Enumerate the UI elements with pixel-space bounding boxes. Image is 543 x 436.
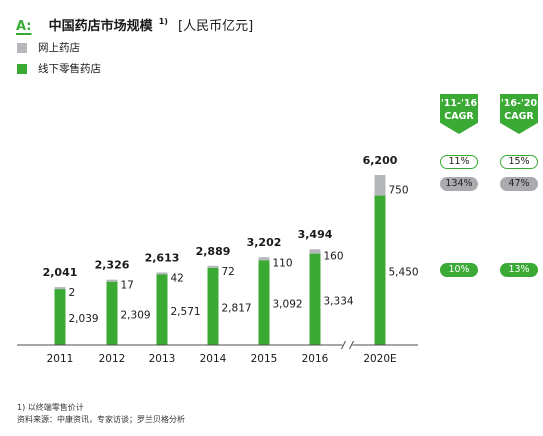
cagr-total-pill: 11%: [440, 155, 478, 169]
online-value-label: 17: [121, 280, 134, 292]
source-note: 资料来源：中康资讯，专家访谈；罗兰贝格分析: [17, 415, 185, 424]
offline-bar-2015: [258, 260, 270, 345]
offline-bar-2014: [207, 267, 219, 345]
x-axis-tick-label: 2020E: [363, 353, 396, 365]
offline-value-label: 5,450: [389, 266, 419, 278]
cagr-period: '11-'16: [440, 98, 478, 109]
legend-label-online: 网上药店: [38, 42, 80, 54]
axis-break-mark: [349, 340, 354, 350]
offline-bar-2013: [156, 274, 168, 345]
cagr-online-pill: 134%: [440, 177, 478, 191]
cagr-header-2011-2016: '11-'16 CAGR: [440, 94, 478, 134]
total-value-label: 3,494: [298, 228, 333, 241]
footnotes: 1) 以终端零售价计 资料来源：中康资讯，专家访谈；罗兰贝格分析: [17, 402, 185, 426]
legend: 网上药店 线下零售药店: [17, 42, 101, 84]
x-axis-tick-label: 2015: [251, 353, 278, 365]
offline-bar-2020e: [374, 195, 386, 345]
total-value-label: 2,889: [196, 245, 231, 258]
total-value-label: 3,202: [247, 236, 282, 249]
legend-item-offline: 线下零售药店: [17, 63, 101, 75]
panel-label: A:: [16, 19, 32, 34]
x-axis-tick-label: 2014: [200, 353, 227, 365]
total-value-label: 6,200: [363, 154, 398, 167]
online-bar-2014: [207, 265, 219, 268]
cagr-label: CAGR: [504, 111, 534, 122]
online-bar-2015: [258, 257, 270, 261]
x-axis-tick-label: 2012: [99, 353, 126, 365]
online-value-label: 160: [324, 250, 344, 262]
online-value-label: 110: [273, 258, 293, 270]
online-value-label: 42: [171, 273, 184, 285]
x-axis-tick-label: 2011: [47, 353, 74, 365]
offline-value-label: 2,039: [69, 313, 99, 325]
offline-value-label: 2,571: [171, 306, 201, 318]
offline-value-label: 2,309: [121, 309, 151, 321]
legend-item-online: 网上药店: [17, 42, 101, 54]
x-axis-tick-label: 2016: [302, 353, 329, 365]
cagr-total-pill: 15%: [500, 155, 538, 169]
cagr-offline-pill: 13%: [500, 263, 538, 277]
offline-value-label: 2,817: [222, 302, 252, 314]
offline-bar-2011: [54, 289, 66, 345]
legend-label-offline: 线下零售药店: [38, 63, 101, 75]
offline-bar-2016: [309, 253, 321, 345]
online-bar-2013: [156, 272, 168, 275]
unit-label: [人民币亿元]: [178, 19, 254, 34]
x-axis-tick-label: 2013: [149, 353, 176, 365]
total-value-label: 2,326: [95, 259, 130, 272]
chart-title: 中国药店市场规模: [48, 19, 153, 34]
total-value-label: 2,613: [145, 252, 180, 265]
axis-break-gap: [342, 342, 353, 348]
online-bar-2020e: [374, 175, 386, 196]
total-value-label: 2,041: [43, 266, 78, 279]
online-bar-2012: [106, 279, 118, 282]
offline-bar-2012: [106, 281, 118, 345]
footnote-1: 1) 以终端零售价计: [17, 403, 84, 412]
title-footnote-marker: 1): [158, 17, 168, 26]
online-value-label: 2: [69, 287, 76, 299]
legend-swatch-offline: [17, 64, 27, 74]
legend-swatch-online: [17, 43, 27, 53]
cagr-period: '16-'20: [500, 98, 538, 109]
offline-value-label: 3,334: [324, 295, 354, 307]
online-bar-2016: [309, 249, 321, 254]
stacked-bar-chart: 2,041 2 2,039 2011 2,326 17 2,309 2012 2,613 42 2,…: [17, 154, 419, 365]
cagr-offline-pill: 10%: [440, 263, 478, 277]
online-bar-2011: [54, 287, 66, 290]
online-value-label: 750: [389, 184, 409, 196]
cagr-header-2016-2020: '16-'20 CAGR: [500, 94, 538, 134]
axis-break-mark: [341, 340, 346, 350]
chart-header: A: 中国药店市场规模 1) [人民币亿元]: [16, 15, 253, 37]
offline-value-label: 3,092: [273, 299, 303, 311]
online-value-label: 72: [222, 266, 235, 278]
cagr-label: CAGR: [444, 111, 474, 122]
cagr-online-pill: 47%: [500, 177, 538, 191]
